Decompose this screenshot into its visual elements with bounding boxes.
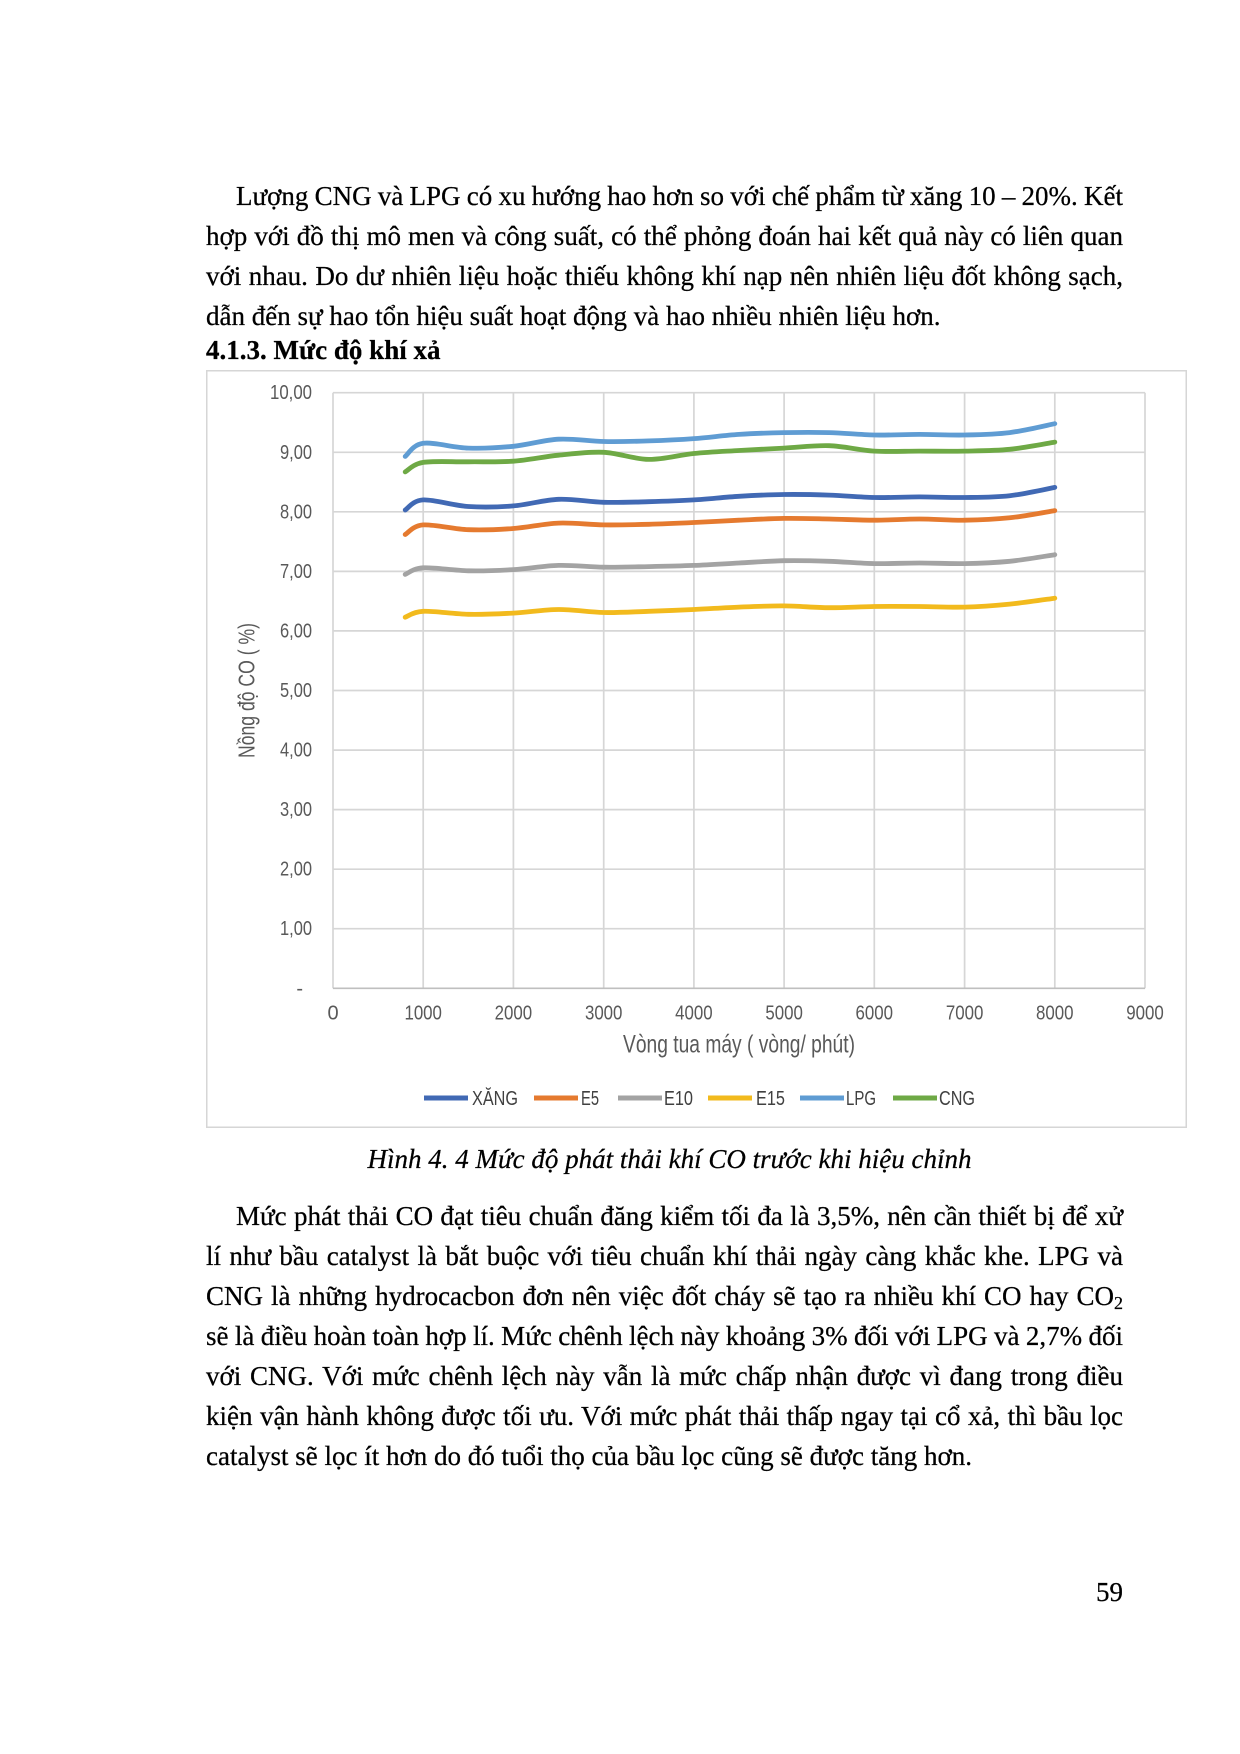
svg-text:10,00: 10,00 [270,382,312,404]
svg-text:5,00: 5,00 [280,680,312,702]
svg-text:1,00: 1,00 [280,918,312,940]
svg-text:-: - [296,978,303,1000]
svg-text:0: 0 [327,1003,338,1025]
svg-text:Nồng độ CO ( %): Nồng độ CO ( %) [234,623,260,758]
svg-text:6,00: 6,00 [280,620,312,642]
svg-text:2000: 2000 [495,1003,533,1025]
svg-text:8000: 8000 [1036,1003,1074,1025]
svg-text:5000: 5000 [765,1003,803,1025]
svg-text:E15: E15 [756,1088,785,1110]
svg-text:E10: E10 [664,1088,693,1110]
svg-text:LPG: LPG [846,1088,876,1110]
svg-text:4,00: 4,00 [280,740,312,762]
svg-text:3000: 3000 [585,1003,623,1025]
svg-text:8,00: 8,00 [280,501,312,523]
svg-text:CNG: CNG [939,1088,975,1110]
svg-text:4000: 4000 [675,1003,713,1025]
svg-text:7,00: 7,00 [280,561,312,583]
svg-text:E5: E5 [581,1088,599,1110]
svg-text:Vòng tua máy ( vòng/ phút): Vòng tua máy ( vòng/ phút) [623,1031,855,1059]
svg-text:9000: 9000 [1126,1003,1164,1025]
svg-text:6000: 6000 [856,1003,894,1025]
svg-text:9,00: 9,00 [280,442,312,464]
svg-text:2,00: 2,00 [280,859,312,881]
svg-text:1000: 1000 [404,1003,442,1025]
svg-text:7000: 7000 [946,1003,984,1025]
svg-text:XĂNG: XĂNG [472,1087,518,1110]
svg-text:3,00: 3,00 [280,799,312,821]
